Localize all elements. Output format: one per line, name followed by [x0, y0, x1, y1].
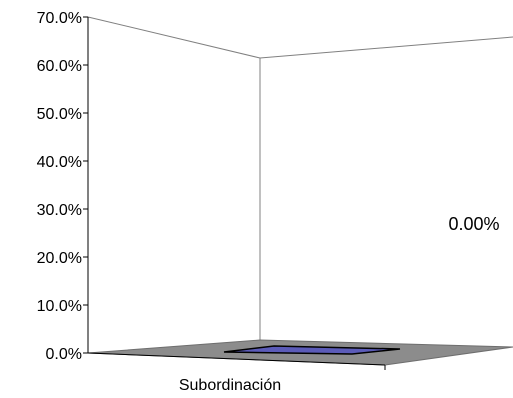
data-labels: 0.00% — [448, 214, 499, 234]
y-tick-label: 30.0% — [37, 202, 82, 219]
bar — [223, 345, 401, 355]
bars — [223, 345, 401, 355]
left-wall-top-edge — [87, 16, 261, 59]
y-tick-label: 20.0% — [37, 250, 82, 267]
data-label: 0.00% — [448, 214, 499, 234]
category-labels: Subordinación — [179, 377, 281, 394]
category-label: Subordinación — [179, 377, 281, 394]
y-axis-ticks: 0.0% 10.0% 20.0% 30.0% 40.0% 50.0% 60.0% 70.0% — [37, 10, 88, 363]
y-tick-label: 60.0% — [37, 58, 82, 75]
chart-walls — [87, 16, 513, 340]
y-tick-label: 10.0% — [37, 298, 82, 315]
y-tick-label: 40.0% — [37, 154, 82, 171]
y-tick-label: 0.0% — [46, 346, 82, 363]
x-axis-line — [87, 352, 386, 366]
back-wall-top-edge — [259, 36, 513, 59]
y-tick-label: 70.0% — [37, 10, 82, 27]
y-tick-label: 50.0% — [37, 106, 82, 123]
